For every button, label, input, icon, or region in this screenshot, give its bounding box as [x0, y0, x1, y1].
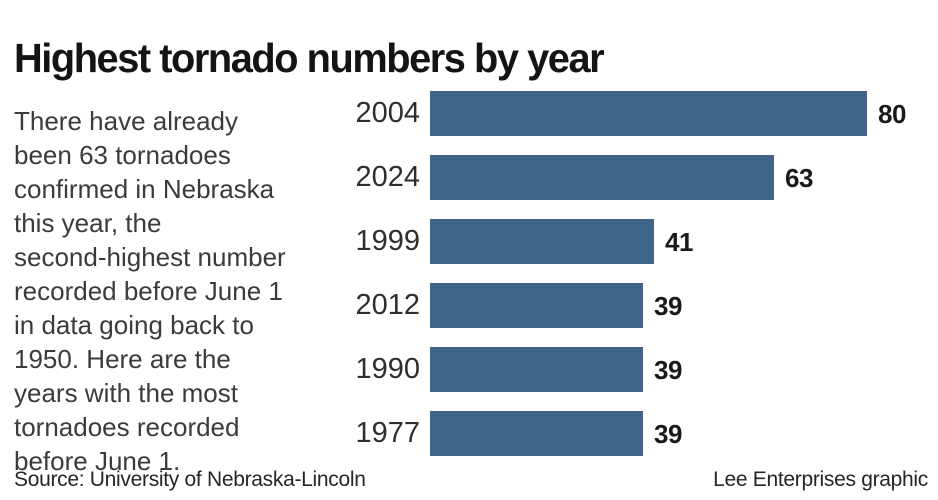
bar-row: 2004 80	[352, 91, 938, 136]
bar-1977	[430, 411, 643, 456]
bar-value-label: 39	[654, 418, 682, 449]
bar-row: 2012 39	[352, 283, 938, 328]
bar-row: 2024 63	[352, 155, 938, 200]
bar-category-label: 1990	[355, 353, 420, 385]
bar-1990	[430, 347, 643, 392]
bar-row: 1999 41	[352, 219, 938, 264]
bar-1999	[430, 219, 654, 264]
bar-category-label: 2012	[355, 289, 420, 321]
bar-chart: 2004 80 2024 63 1999 41 2012 39 1990 39 1977 39	[352, 91, 938, 475]
bar-category-label: 1999	[355, 225, 420, 257]
bar-row: 1977 39	[352, 411, 938, 456]
bar-2004	[430, 91, 867, 136]
chart-title: Highest tornado numbers by year	[14, 35, 605, 82]
bar-category-label: 1977	[355, 417, 420, 449]
graphic-credit: Lee Enterprises graphic	[713, 468, 928, 491]
footer: Source: University of Nebraska-Lincoln L…	[14, 468, 928, 492]
source-credit: Source: University of Nebraska-Lincoln	[14, 468, 366, 491]
bar-value-label: 39	[654, 290, 682, 321]
bar-value-label: 63	[785, 162, 813, 193]
chart-description: There have already been 63 tornadoes con…	[14, 106, 286, 476]
bar-value-label: 39	[654, 354, 682, 385]
bar-2012	[430, 283, 643, 328]
bar-row: 1990 39	[352, 347, 938, 392]
bar-category-label: 2004	[355, 97, 420, 129]
bar-value-label: 80	[878, 98, 906, 129]
bar-category-label: 2024	[355, 161, 420, 193]
bar-2024	[430, 155, 774, 200]
bar-value-label: 41	[665, 226, 693, 257]
